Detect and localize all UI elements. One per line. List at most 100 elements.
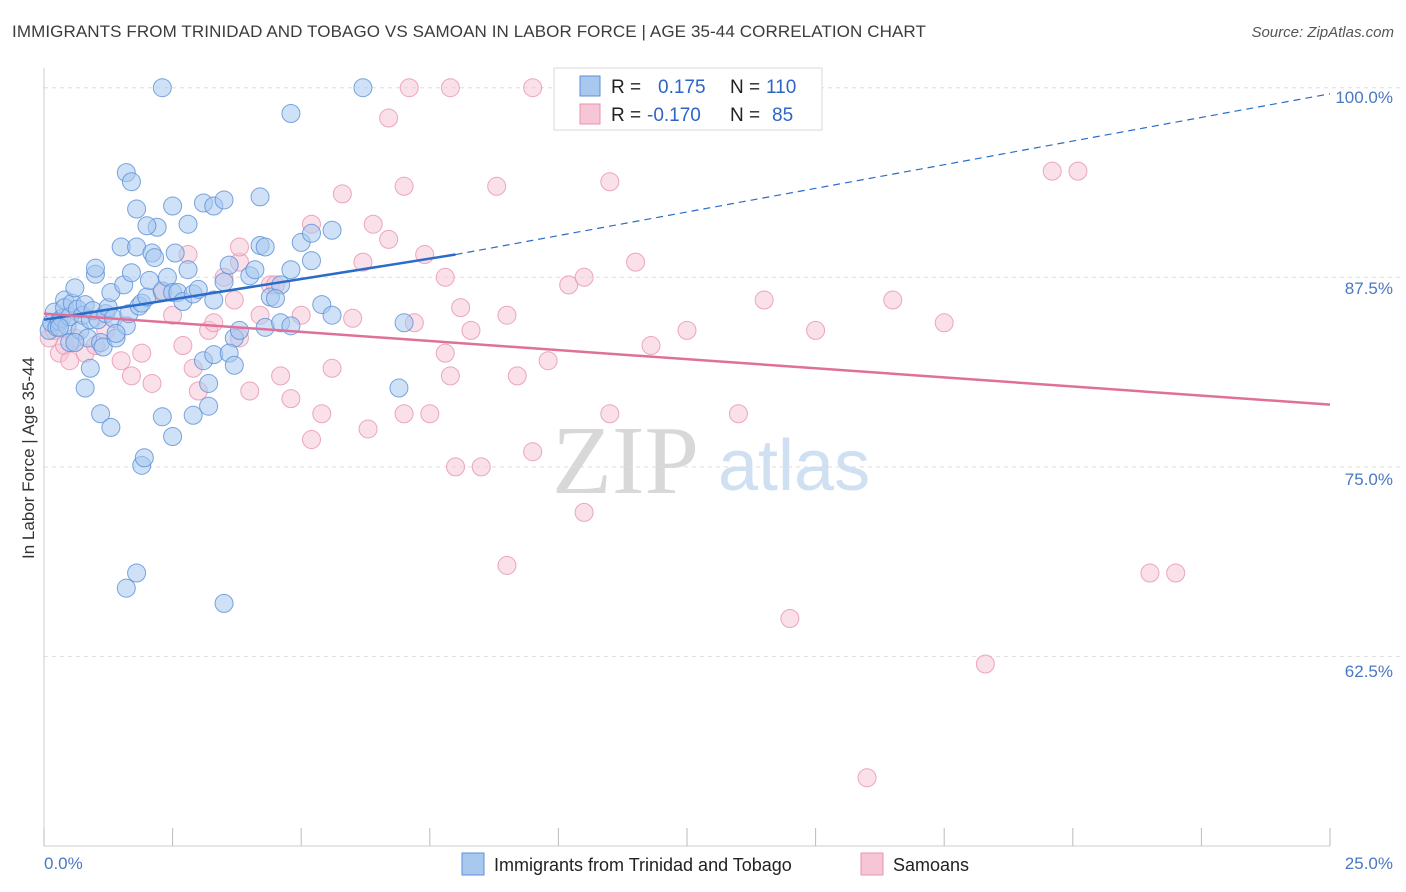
samoan-point-68 <box>600 172 620 192</box>
x-tick-label-min: 0.0% <box>44 854 83 873</box>
trinidad-point-79 <box>183 405 203 425</box>
samoan-point-30 <box>322 358 342 378</box>
trinidad-point-106 <box>389 378 409 398</box>
trinidad-point-69 <box>322 305 342 325</box>
y-tick-label-100: 100.0% <box>1335 88 1393 107</box>
trinidad-point-21 <box>85 258 105 278</box>
trinidad-point-80 <box>199 396 219 416</box>
samoan-point-41 <box>451 298 471 318</box>
trinidad-point-46 <box>165 243 185 263</box>
y-tick-label-62-5: 62.5% <box>1345 662 1393 681</box>
samoan-point-64 <box>435 267 455 287</box>
trinidad-point-95 <box>178 214 198 234</box>
samoan-point-44 <box>497 305 517 325</box>
samoan-point-10 <box>121 366 141 386</box>
x-tick-label-max: 25.0% <box>1345 854 1393 873</box>
samoan-point-53 <box>677 320 697 340</box>
watermark-atlas: atlas <box>718 426 870 506</box>
samoan-point-22 <box>240 381 260 401</box>
trinidad-point-105 <box>214 593 234 613</box>
trinidad-point-76 <box>134 448 154 468</box>
trinidad-point-56 <box>219 255 239 275</box>
samoan-point-84 <box>780 609 800 629</box>
trinidad-point-102 <box>281 103 301 123</box>
samoan-point-52 <box>641 336 661 356</box>
trinidad-point-91 <box>121 172 141 192</box>
samoan-trend-line <box>43 312 1331 406</box>
legend-r-value-1: 0.175 <box>658 77 706 98</box>
samoan-point-82 <box>975 654 995 674</box>
samoan-point-38 <box>435 343 455 363</box>
samoan-point-20 <box>224 290 244 310</box>
trinidad-point-54 <box>204 290 224 310</box>
samoan-point-9 <box>111 351 131 371</box>
samoan-point-78 <box>1042 161 1062 181</box>
trinidad-point-49 <box>178 260 198 280</box>
samoan-point-42 <box>461 320 481 340</box>
series-legend: Immigrants from Trinidad and Tobago Samo… <box>461 852 969 876</box>
trinidad-point-39 <box>139 270 159 290</box>
trinidad-point-24 <box>93 337 113 357</box>
samoan-point-85 <box>497 555 517 575</box>
samoan-point-57 <box>883 290 903 310</box>
samoan-point-54 <box>728 404 748 424</box>
watermark-zip: ZIP <box>552 407 699 515</box>
axes <box>43 68 1331 847</box>
samoan-point-55 <box>754 290 774 310</box>
trinidad-point-103 <box>116 578 136 598</box>
trinidad-point-77 <box>152 407 172 427</box>
samoan-point-51 <box>626 252 646 272</box>
legend-n-value-2: 85 <box>772 105 793 126</box>
trinidad-point-100 <box>152 78 172 98</box>
y-axis-title: In Labor Force | Age 35-44 <box>19 357 38 559</box>
samoan-point-28 <box>301 430 321 450</box>
samoan-point-83 <box>574 502 594 522</box>
trinidad-point-94 <box>163 196 183 216</box>
bottom-legend-label-2: Samoans <box>893 855 969 875</box>
trinidad-point-101 <box>353 78 373 98</box>
correlation-legend: R = 0.175 N = 110 R = -0.170 N = 85 <box>553 67 823 131</box>
trinidad-point-83 <box>224 355 244 375</box>
samoan-point-39 <box>440 366 460 386</box>
legend-n-label-2: N = <box>730 105 760 126</box>
samoan-point-72 <box>379 108 399 128</box>
trinidad-point-104 <box>127 563 147 583</box>
trinidad-point-109 <box>106 323 126 343</box>
trinidad-point-78 <box>163 427 183 447</box>
samoan-point-74 <box>440 78 460 98</box>
trinidad-point-73 <box>91 404 111 424</box>
samoan-point-33 <box>358 419 378 439</box>
trinidad-point-12 <box>65 278 85 298</box>
trinidad-point-53 <box>199 373 219 393</box>
samoan-point-48 <box>559 275 579 295</box>
samoan-point-40 <box>446 457 466 477</box>
samoan-point-12 <box>142 373 162 393</box>
samoan-point-66 <box>394 176 414 196</box>
samoan-point-65 <box>332 184 352 204</box>
samoan-point-15 <box>173 336 193 356</box>
trinidad-trend-line <box>43 253 456 321</box>
samoan-point-31 <box>343 308 363 328</box>
samoan-point-50 <box>600 404 620 424</box>
trinidad-point-99 <box>250 187 270 207</box>
trinidad-point-98 <box>214 190 234 210</box>
trinidad-point-41 <box>145 248 165 268</box>
samoan-point-58 <box>934 313 954 333</box>
y-tick-label-75: 75.0% <box>1345 470 1393 489</box>
samoan-point-73 <box>399 78 419 98</box>
samoan-point-81 <box>1166 563 1186 583</box>
trinidad-point-92 <box>127 199 147 219</box>
legend-n-value-1: 110 <box>766 77 796 98</box>
trinidad-point-108 <box>80 358 100 378</box>
trinidad-point-34 <box>121 263 141 283</box>
trend-lines <box>43 93 1331 406</box>
samoan-point-49 <box>574 267 594 287</box>
legend-r-label-2: R = <box>611 105 641 126</box>
trinidad-point-65 <box>281 260 301 280</box>
grid-lines <box>44 87 1400 657</box>
bottom-legend-swatch-blue <box>461 852 485 876</box>
samoan-point-46 <box>523 442 543 462</box>
trinidad-point-71 <box>65 332 85 352</box>
trinidad-point-70 <box>49 317 69 337</box>
